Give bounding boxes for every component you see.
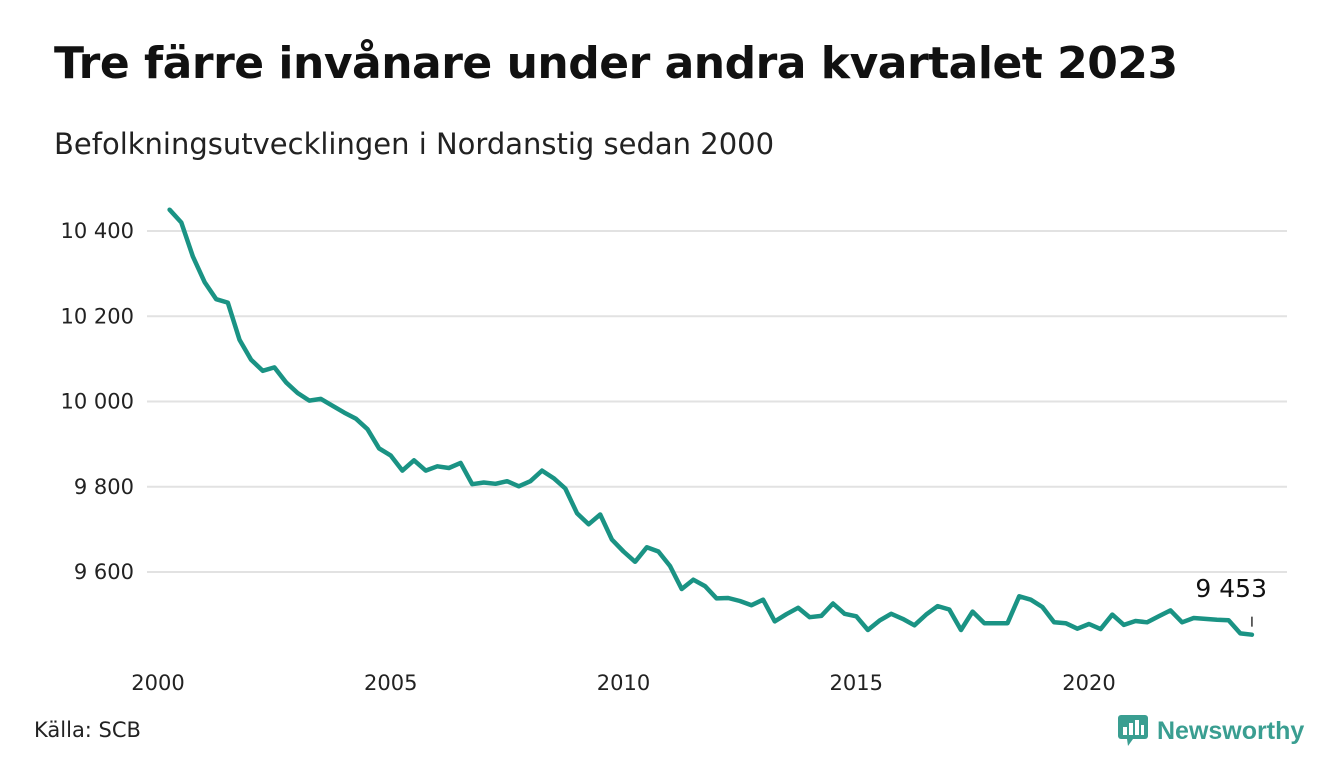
chart-logo-icon <box>1118 715 1148 746</box>
chart-subtitle: Befolkningsutvecklingen i Nordanstig sed… <box>54 127 775 161</box>
x-tick-label: 2015 <box>830 671 883 695</box>
x-tick-label: 2010 <box>597 671 650 695</box>
source-note: Källa: SCB <box>34 718 141 742</box>
y-tick-label: 9 600 <box>74 560 134 584</box>
x-tick-label: 2020 <box>1062 671 1115 695</box>
x-tick-label: 2000 <box>131 671 184 695</box>
brand-logo: Newsworthy <box>1117 714 1304 748</box>
x-tick-label: 2005 <box>364 671 417 695</box>
y-tick-label: 10 200 <box>61 304 134 328</box>
brand-name: Newsworthy <box>1157 716 1305 745</box>
y-tick-label: 9 800 <box>74 475 134 499</box>
y-tick-label: 10 400 <box>61 219 134 243</box>
end-value-label: 9 453 <box>1195 574 1267 603</box>
y-tick-label: 10 000 <box>61 390 134 414</box>
chart-title: Tre färre invånare under andra kvartalet… <box>54 38 1178 89</box>
line-chart: 9 600 9 800 10 000 10 200 10 400 2000 2005 2010… <box>61 207 1287 695</box>
series-line <box>167 207 1255 637</box>
